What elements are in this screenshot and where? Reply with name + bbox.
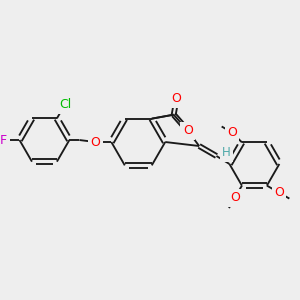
Text: H: H xyxy=(222,146,231,160)
Text: O: O xyxy=(227,126,237,139)
Text: F: F xyxy=(0,134,7,146)
Text: O: O xyxy=(183,124,193,137)
Text: O: O xyxy=(90,136,100,148)
Text: O: O xyxy=(172,92,182,105)
Text: O: O xyxy=(274,186,284,199)
Text: O: O xyxy=(230,191,240,204)
Text: Cl: Cl xyxy=(59,98,71,111)
